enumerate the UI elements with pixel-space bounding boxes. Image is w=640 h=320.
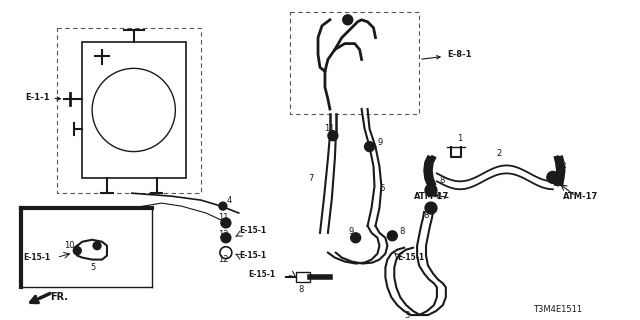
Text: E-15-1: E-15-1 [239, 251, 266, 260]
Circle shape [387, 231, 397, 241]
Text: 4: 4 [227, 196, 232, 204]
Bar [291, 12, 419, 114]
Text: E-15-1: E-15-1 [249, 270, 276, 279]
Circle shape [221, 233, 231, 243]
Text: ATM-17: ATM-17 [414, 192, 449, 201]
Text: E-15-1: E-15-1 [239, 226, 266, 235]
Text: FR.: FR. [51, 292, 68, 302]
Text: T3M4E1511: T3M4E1511 [533, 305, 582, 314]
Text: 11: 11 [218, 213, 228, 222]
Text: 9: 9 [349, 227, 354, 236]
Text: 2: 2 [497, 149, 502, 158]
Text: E-15-1: E-15-1 [23, 253, 50, 262]
Circle shape [425, 184, 437, 196]
Text: E-8-1: E-8-1 [422, 50, 471, 59]
Circle shape [365, 142, 374, 152]
Circle shape [351, 233, 360, 243]
Text: 8: 8 [423, 212, 428, 220]
Bar [296, 272, 310, 282]
Circle shape [343, 15, 353, 25]
Circle shape [74, 247, 81, 255]
Text: E-15-1: E-15-1 [397, 253, 424, 262]
Text: 12: 12 [218, 255, 228, 264]
Text: ATM-17: ATM-17 [563, 192, 598, 201]
Text: 8: 8 [439, 176, 444, 185]
Circle shape [547, 172, 559, 183]
Circle shape [425, 202, 437, 214]
Text: E-1-1: E-1-1 [25, 92, 60, 101]
Text: 1: 1 [457, 134, 462, 143]
Text: 7: 7 [308, 174, 314, 183]
Text: 8: 8 [298, 285, 303, 294]
Text: 5: 5 [90, 263, 95, 272]
Text: 9: 9 [378, 138, 383, 147]
Text: 3: 3 [404, 310, 410, 320]
Text: 6: 6 [380, 184, 385, 193]
Text: 11: 11 [324, 124, 335, 133]
Text: 8: 8 [561, 162, 566, 171]
Text: 12: 12 [218, 230, 228, 239]
Text: 10: 10 [65, 241, 75, 250]
Circle shape [221, 218, 231, 228]
Circle shape [220, 247, 232, 259]
Circle shape [93, 242, 101, 250]
Bar [58, 28, 201, 193]
Bar [82, 42, 186, 178]
Text: 8: 8 [399, 227, 404, 236]
Circle shape [328, 131, 338, 141]
Circle shape [219, 202, 227, 210]
